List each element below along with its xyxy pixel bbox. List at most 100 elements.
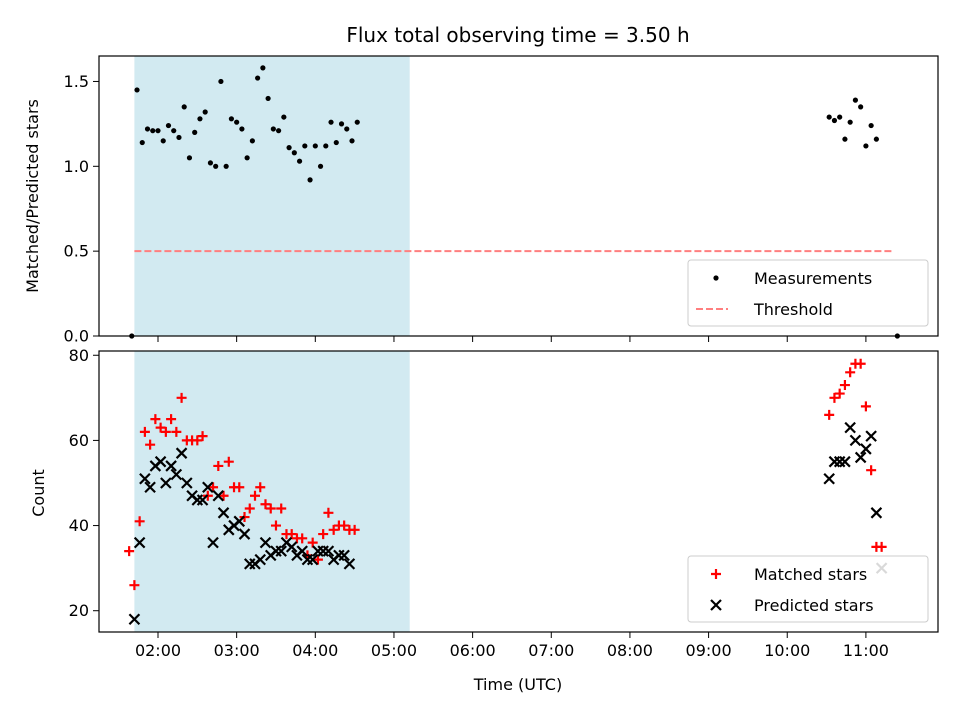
matched-star-point	[171, 426, 182, 437]
matched-star-point	[208, 482, 219, 493]
matched-star-point	[213, 460, 224, 471]
predicted-star-point	[823, 472, 835, 485]
measurement-point	[265, 95, 271, 102]
measurement-point	[873, 136, 879, 142]
measurement-point	[165, 122, 172, 129]
measurement-point	[239, 126, 245, 132]
measurement-point	[837, 114, 843, 120]
measurement-point	[223, 163, 229, 169]
matched-star-point	[192, 435, 203, 446]
matched-star-point	[307, 537, 318, 548]
predicted-star-point	[133, 536, 146, 549]
y-tick-label: 0.0	[64, 327, 89, 346]
measurement-point	[323, 143, 329, 149]
measurement-point	[281, 114, 287, 120]
predicted-star-point	[285, 541, 298, 553]
predicted-star-point	[217, 507, 230, 519]
measurement-point	[255, 75, 261, 81]
y-tick-label: 1.0	[64, 157, 89, 176]
measurement-point	[218, 78, 224, 85]
matched-star-point	[155, 422, 166, 433]
matched-star-point	[297, 533, 308, 544]
measurement-point	[354, 119, 360, 125]
matched-star-point	[845, 367, 856, 378]
matched-star-point	[197, 431, 208, 442]
legend-box	[687, 259, 929, 327]
matched-star-point	[276, 503, 287, 514]
x-tick-label: 06:00	[450, 641, 496, 660]
predicted-star-point	[144, 481, 156, 494]
matched-star-point	[250, 490, 261, 501]
matched-star-point	[839, 380, 850, 391]
predicted-star-point	[849, 434, 862, 447]
chart-title: Flux total observing time = 3.50 h	[346, 23, 689, 47]
matched-star-point	[829, 392, 840, 403]
measurement-point	[192, 129, 198, 135]
predicted-star-point	[139, 472, 151, 485]
x-tick-label: 04:00	[292, 641, 338, 660]
y-tick-label: 0.5	[64, 242, 89, 261]
x-tick-label: 03:00	[214, 641, 260, 660]
matched-star-point	[150, 414, 161, 425]
measurement-point	[139, 139, 145, 146]
predicted-star-point	[160, 477, 172, 489]
measurement-point	[186, 155, 193, 161]
measurement-point	[349, 138, 355, 144]
predicted-star-point	[202, 481, 214, 494]
predicted-star-point	[338, 549, 350, 562]
flux-ratio-panel: 0.0 0.5 1.0 1.5 Measurements Threshold	[64, 55, 939, 346]
predicted-star-point	[296, 545, 308, 557]
measurement-point	[244, 155, 250, 161]
matched-star-point	[270, 520, 281, 531]
x-tick-label: 08:00	[607, 641, 653, 660]
measurement-point	[134, 87, 140, 93]
predicted-star-point	[306, 553, 319, 566]
matched-star-point	[244, 503, 255, 514]
legend-matched-marker	[711, 569, 721, 579]
measurement-point	[160, 138, 166, 144]
x-tick-label: 05:00	[371, 641, 417, 660]
matched-star-point	[265, 503, 276, 514]
measurement-point	[863, 143, 869, 149]
matched-star-point	[160, 426, 171, 437]
legend-measurement-marker	[713, 275, 719, 281]
matched-star-point	[312, 554, 323, 565]
predicted-star-point	[343, 558, 356, 570]
measurement-point	[302, 143, 308, 149]
matched-star-point	[824, 409, 835, 420]
matched-star-point	[145, 439, 156, 450]
measurement-point	[197, 116, 203, 122]
matched-star-point	[234, 482, 245, 493]
matched-star-point	[166, 414, 177, 425]
legend-predicted-marker	[710, 599, 722, 611]
matched-star-point	[129, 580, 140, 591]
measurement-point	[307, 177, 313, 183]
predicted-star-point	[233, 515, 246, 528]
matched-star-point	[876, 541, 887, 552]
measurement-point	[317, 163, 324, 169]
measurement-point	[858, 104, 864, 110]
measurement-point	[831, 117, 838, 124]
axes-frame	[98, 55, 939, 337]
legend-label: Matched stars	[754, 565, 867, 584]
x-tick-label: 11:00	[843, 641, 889, 660]
measurement-point	[155, 128, 161, 134]
measurement-point	[852, 97, 859, 103]
x-tick-label: 09:00	[686, 641, 732, 660]
y-tick-label: 1.5	[64, 72, 89, 91]
top-y-axis-label: Matched/Predicted stars	[23, 99, 42, 293]
predicted-star-point	[870, 507, 883, 519]
matched-star-point	[328, 524, 339, 535]
measurement-point	[202, 109, 208, 115]
legend-label: Predicted stars	[754, 596, 874, 615]
matched-star-point	[218, 490, 229, 501]
measurement-point	[291, 150, 297, 156]
predicted-star-point	[175, 447, 188, 459]
measurement-point	[270, 126, 276, 132]
matched-star-point	[139, 426, 150, 437]
measurement-point	[213, 163, 219, 169]
matched-star-point	[260, 499, 271, 510]
matched-star-point	[834, 388, 845, 399]
predicted-star-point	[165, 460, 177, 472]
matched-star-point	[866, 465, 877, 476]
